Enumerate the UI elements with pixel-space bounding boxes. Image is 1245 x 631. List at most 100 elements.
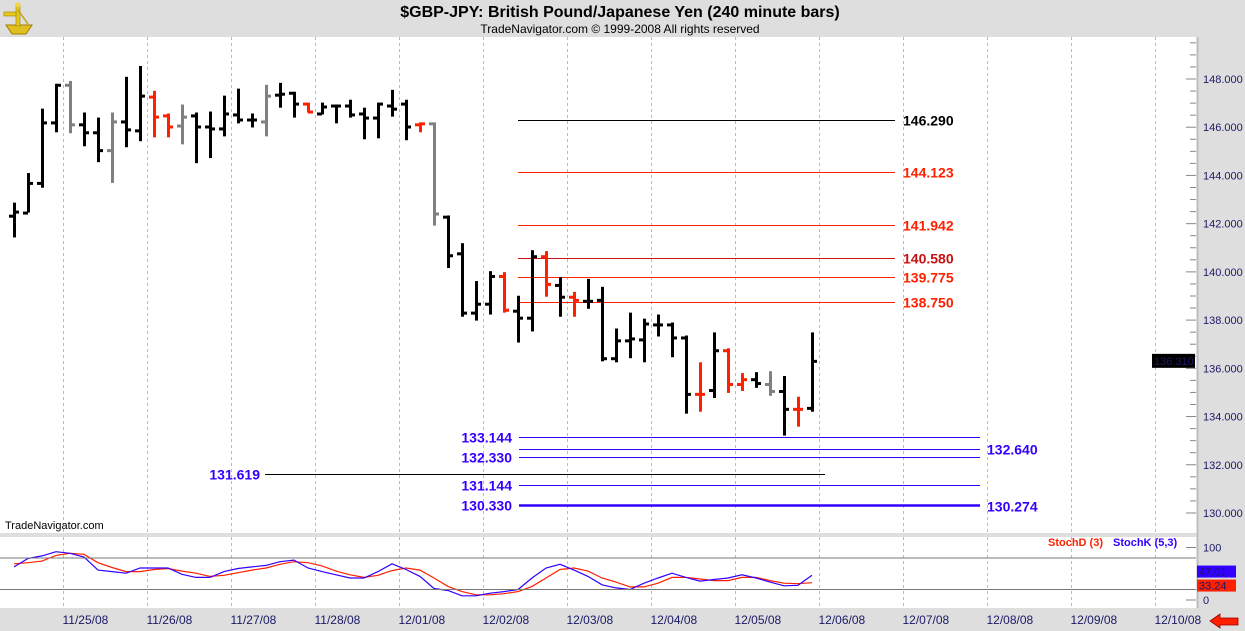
ohlc-bar <box>247 113 257 128</box>
bar-range <box>153 90 156 138</box>
x-tick-label: 12/10/08 <box>1155 613 1202 627</box>
bar-open-tick <box>527 316 532 320</box>
bar-close-tick <box>812 359 817 363</box>
bar-open-tick <box>555 283 560 287</box>
ohlc-bar <box>471 281 481 321</box>
bar-open-tick <box>247 118 252 122</box>
ohlc-bar <box>373 102 383 139</box>
ohlc-bar <box>485 271 495 315</box>
x-tick-label: 12/03/08 <box>567 613 614 627</box>
bar-range <box>69 80 72 134</box>
bar-range <box>265 84 268 137</box>
bar-close-tick <box>42 121 47 125</box>
bar-close-tick <box>126 128 131 132</box>
bar-close-tick <box>238 118 243 122</box>
ohlc-bar <box>205 111 215 159</box>
bar-range <box>349 99 352 118</box>
ohlc-bar <box>79 112 89 147</box>
y-tick-label: 140.000 <box>1203 267 1243 279</box>
bar-range <box>727 348 730 393</box>
bar-open-tick <box>429 122 434 126</box>
x-tick-label: 11/28/08 <box>315 613 361 627</box>
bar-open-tick <box>625 339 630 343</box>
level-label: 133.144 <box>461 430 512 446</box>
bar-close-tick <box>756 382 761 386</box>
bar-range <box>125 76 128 148</box>
ohlc-bar <box>289 91 299 118</box>
bar-range <box>629 312 632 359</box>
x-tick-label: 12/05/08 <box>735 613 782 627</box>
ohlc-bar <box>387 89 397 117</box>
ohlc-bar <box>751 372 761 388</box>
bar-close-tick <box>616 339 621 343</box>
bar-open-tick <box>499 274 504 278</box>
bar-close-tick <box>308 110 313 114</box>
price-pane <box>0 37 1197 533</box>
bar-open-tick <box>485 302 490 306</box>
bar-range <box>363 107 366 140</box>
bar-close-tick <box>210 127 215 131</box>
bar-close-tick <box>98 149 103 153</box>
bar-open-tick <box>583 299 588 303</box>
bar-range <box>209 111 212 159</box>
ohlc-bar <box>177 104 187 145</box>
bar-range <box>237 88 240 124</box>
bar-close-tick <box>70 123 75 127</box>
level-label: 132.330 <box>461 450 512 466</box>
bar-close-tick <box>742 378 747 382</box>
level-label: 131.619 <box>209 467 260 483</box>
bar-close-tick <box>462 311 467 315</box>
bar-open-tick <box>443 215 448 219</box>
bar-open-tick <box>373 116 378 120</box>
bar-open-tick <box>639 338 644 342</box>
bar-open-tick <box>737 382 742 386</box>
bar-range <box>475 281 478 321</box>
stoch-d-line <box>13 552 813 596</box>
sextant-icon <box>3 2 33 35</box>
stochastic-pane <box>0 537 1197 608</box>
ohlc-bars <box>9 65 817 436</box>
bar-range <box>307 102 310 113</box>
bar-close-tick <box>518 316 523 320</box>
level-label: 132.640 <box>987 442 1038 458</box>
bar-close-tick <box>532 255 537 259</box>
bar-range <box>699 362 702 412</box>
bar-close-tick <box>630 337 635 341</box>
scroll-left-arrow-icon[interactable] <box>1209 613 1239 629</box>
bar-open-tick <box>9 214 14 218</box>
bar-range <box>713 332 716 398</box>
x-tick-label: 11/26/08 <box>147 613 193 627</box>
x-tick-label: 12/04/08 <box>651 613 698 627</box>
level-label: 130.274 <box>987 499 1038 515</box>
ohlc-bar <box>275 82 285 108</box>
ohlc-bar <box>121 76 131 148</box>
x-tick-label: 11/27/08 <box>231 613 277 627</box>
bar-range <box>41 108 44 188</box>
ohlc-bar <box>779 376 789 436</box>
bar-close-tick <box>560 295 565 299</box>
bar-open-tick <box>541 255 546 259</box>
x-tick-label: 11/25/08 <box>63 613 109 627</box>
bar-close-tick <box>280 92 285 96</box>
bar-open-tick <box>107 149 112 153</box>
ohlc-bar <box>555 276 565 317</box>
bar-close-tick <box>420 122 425 126</box>
ohlc-bar <box>653 314 663 337</box>
bar-open-tick <box>359 112 364 116</box>
level-label: 131.144 <box>461 478 512 494</box>
bar-open-tick <box>233 113 238 117</box>
ohlc-bar <box>261 84 271 137</box>
bar-open-tick <box>387 104 392 108</box>
bar-open-tick <box>79 123 84 127</box>
bar-open-tick <box>191 114 196 118</box>
bar-close-tick <box>672 336 677 340</box>
bar-close-tick <box>252 118 257 122</box>
bar-range <box>139 65 142 142</box>
bar-close-tick <box>182 115 187 119</box>
ohlc-bar <box>37 108 47 188</box>
bar-close-tick <box>658 323 663 327</box>
bar-open-tick <box>401 102 406 106</box>
ohlc-bar <box>359 107 369 140</box>
bar-range <box>97 117 100 163</box>
bar-close-tick <box>154 115 159 119</box>
